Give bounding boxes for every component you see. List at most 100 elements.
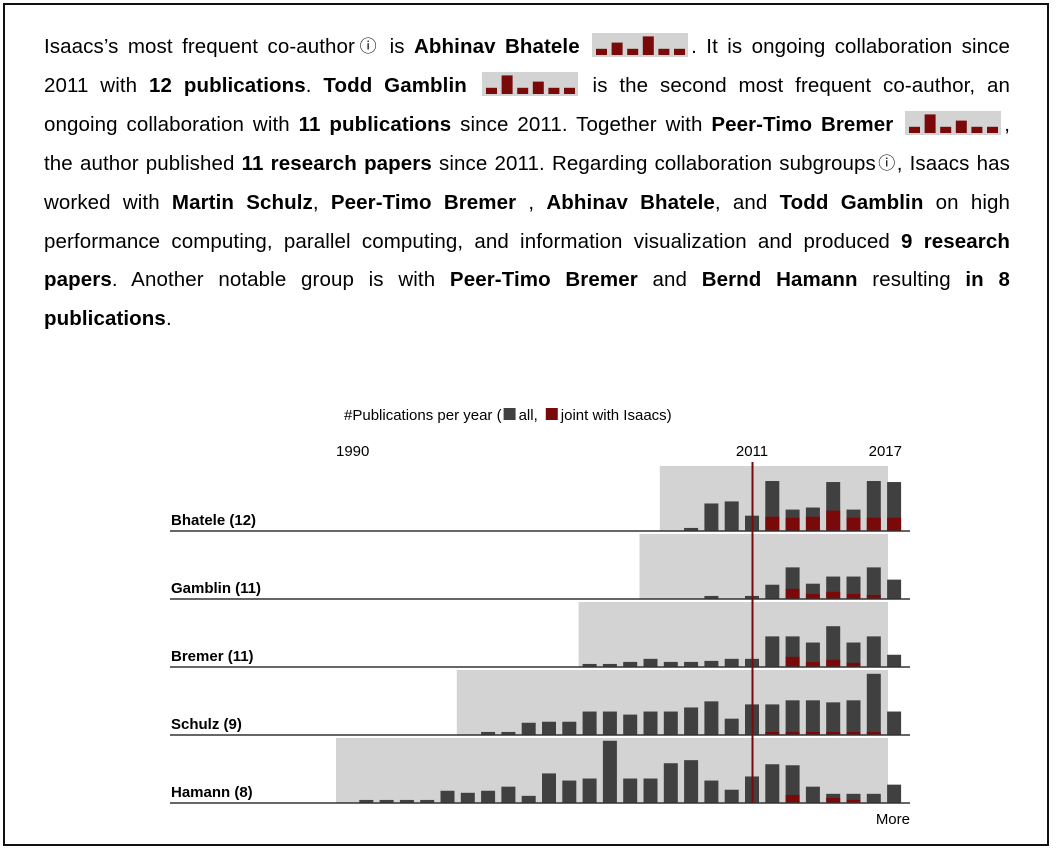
info-icon[interactable]: ⓘ [876,153,897,173]
sparkline-bar [548,87,560,94]
bar-all [724,789,739,803]
coauthor-name[interactable]: Peer-Timo Bremer [330,190,517,214]
sparkline-gamblin [481,71,578,96]
bar-all [359,799,374,803]
sparkline-bar [658,48,670,55]
sparkline-bar [924,114,936,133]
bar-all [704,780,719,803]
bar-all [643,658,658,667]
x-tick-label: 2017 [869,443,902,460]
coauthor-name[interactable]: Peer-Timo Bremer [711,112,894,136]
sparkline-bar [987,126,999,133]
legend-label: all, [519,407,538,424]
row-label[interactable]: Gamblin (11) [171,580,261,597]
coauthor-name[interactable]: Todd Gamblin [779,190,924,214]
bar-all [521,722,536,735]
active-window [578,602,888,667]
bar-all [643,778,658,803]
bar-joint [846,662,861,667]
bar-all [866,793,881,803]
bar-all [724,501,739,531]
coauthor-name[interactable]: Abhinav Bhatele [546,190,715,214]
bar-all [765,764,780,803]
bar-all [724,658,739,667]
bar-all [663,763,678,803]
bar-joint [805,593,820,599]
bar-joint [846,731,861,735]
more-link[interactable]: More [876,811,910,828]
bar-joint [785,517,800,531]
sparkline-background [481,71,578,96]
bar-joint [846,593,861,599]
bar-all [765,704,780,735]
bar-all [765,584,780,599]
bar-all [866,673,881,735]
bar-all [663,711,678,735]
bar-joint [805,516,820,531]
sparkline-bremer [905,110,1002,135]
bar-all [887,579,902,599]
bar-joint [887,517,902,531]
bar-joint [846,799,861,803]
bar-all [582,711,597,735]
bar-all [623,778,638,803]
bar-all [684,707,699,735]
sparkline-background [592,33,689,57]
coauthor-name[interactable]: Bernd Hamann [701,268,858,292]
bar-joint [826,510,841,531]
coauthor-name[interactable]: Martin Schulz [171,190,313,214]
bar-joint [826,591,841,599]
bar-all [562,780,577,803]
sparkline-bar [532,81,544,94]
bar-joint [866,594,881,599]
bar-all [704,503,719,531]
sparkline-bar [516,87,528,94]
sparkline-bhatele [592,33,689,57]
coauthor-name[interactable]: Abhinav Bhatele [414,35,580,58]
bar-all [887,784,902,803]
bar-joint [826,659,841,667]
bar-all [684,661,699,667]
sparkline-bar [485,87,497,94]
legend-label: joint with Isaacs) [560,407,672,424]
bar-all [724,718,739,735]
bar-all [765,636,780,667]
bar-all [582,778,597,803]
sparkline-bar [627,48,639,55]
bar-all [602,740,617,803]
sparkline-bar [909,126,921,133]
bar-joint [785,588,800,599]
coauthor-name[interactable]: Peer-Timo Bremer [449,268,638,292]
row-label[interactable]: Bhatele (12) [171,512,256,529]
bar-all [501,731,516,735]
bar-all [805,642,820,667]
bar-joint [785,794,800,803]
bar-joint [866,731,881,735]
x-tick-label: 2011 [736,443,768,460]
coauthor-name[interactable]: Todd Gamblin [323,73,467,97]
bar-joint [805,731,820,735]
bar-all [805,786,820,803]
row-label[interactable]: Schulz (9) [171,716,242,733]
bar-all [846,576,861,599]
bar-all [846,793,861,803]
row-label[interactable]: Bremer (11) [171,648,254,665]
bar-all [420,799,435,803]
bar-joint [765,731,780,735]
bar-all [481,731,496,735]
bar-all [785,700,800,735]
sparkline-bar [971,126,983,133]
bar-joint [805,661,820,667]
sparkline-background [905,110,1002,135]
legend-swatch [545,408,558,420]
bar-all [663,661,678,667]
bar-all [846,642,861,667]
bar-joint [826,731,841,735]
info-icon[interactable]: ⓘ [355,37,381,56]
bar-all [826,626,841,667]
bar-all [623,714,638,735]
row-label[interactable]: Hamann (8) [171,784,253,801]
bar-joint [785,656,800,667]
bar-all [866,567,881,599]
